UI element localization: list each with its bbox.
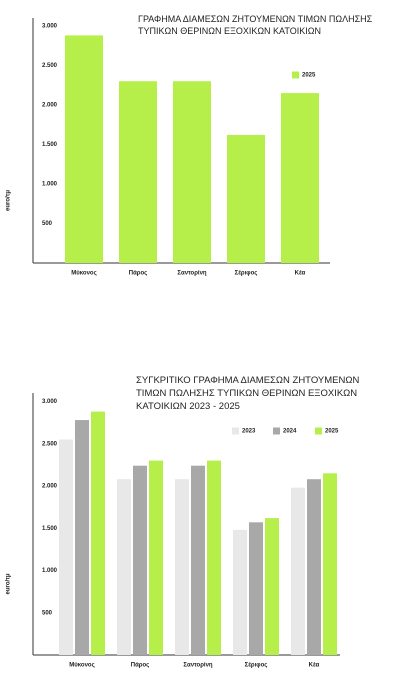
legend-swatch xyxy=(232,427,239,435)
y-tick-label: 2.000 xyxy=(42,484,58,490)
bar xyxy=(119,81,157,264)
y-tick-label: 1.000 xyxy=(42,182,58,188)
bar xyxy=(281,93,319,263)
x-tick-label: Πάρος xyxy=(129,271,148,277)
legend-label: 2023 xyxy=(242,429,256,435)
bar xyxy=(173,81,211,264)
bar xyxy=(75,420,89,655)
y-tick-label: 2.000 xyxy=(42,103,58,109)
bar xyxy=(207,460,221,655)
bar xyxy=(65,35,103,263)
chart-title: ΓΡΑΦΗΜΑ ΔΙΑΜΕΣΩΝ ΖΗΤΟΥΜΕΝΩΝ ΤΙΜΩΝ ΠΩΛΗΣΗ… xyxy=(138,14,373,36)
x-tick-label: Μύκονος xyxy=(71,271,96,277)
legend-swatch xyxy=(292,71,299,79)
x-tick-label: Σαντορίνη xyxy=(177,271,207,277)
y-tick-label: 1.500 xyxy=(42,526,58,532)
x-tick-label: Σέριφος xyxy=(235,271,258,277)
x-tick-label: Κέα xyxy=(309,663,320,669)
y-tick-label: 500 xyxy=(42,221,53,227)
bar xyxy=(249,522,263,655)
legend-label: 2025 xyxy=(325,429,339,435)
bar xyxy=(91,411,105,655)
y-tick-label: 3.000 xyxy=(42,23,58,29)
legend-swatch xyxy=(273,427,280,435)
y-tick-label: 1.500 xyxy=(42,142,58,148)
y-tick-label: 500 xyxy=(42,610,53,616)
legend-label: 2024 xyxy=(283,429,297,435)
bar xyxy=(307,479,321,655)
x-tick-label: Μύκονος xyxy=(69,663,94,669)
y-tick-label: 1.000 xyxy=(42,568,58,574)
y-tick-label: 2.500 xyxy=(42,63,58,69)
y-axis-label: euro/τμ xyxy=(6,573,12,594)
bar xyxy=(149,460,163,655)
x-tick-label: Σέριφος xyxy=(245,663,268,669)
bar xyxy=(175,479,189,655)
x-tick-label: Πάρος xyxy=(131,663,150,669)
x-tick-label: Σαντορίνη xyxy=(183,663,213,669)
legend-label: 2025 xyxy=(302,73,316,79)
bar xyxy=(233,529,247,655)
y-tick-label: 2.500 xyxy=(42,441,58,447)
chart-title: ΣΥΓΚΡΙΤΙΚΟ ΓΡΑΦΗΜΑ ΔΙΑΜΕΣΩΝ ΖΗΤΟΥΜΕΝΩΝ Τ… xyxy=(136,375,360,412)
bar xyxy=(265,518,279,655)
y-axis-label: euro/τμ xyxy=(6,190,12,211)
bar xyxy=(291,487,305,655)
bar xyxy=(117,479,131,655)
bar xyxy=(191,465,205,655)
bar xyxy=(227,134,265,263)
bar xyxy=(323,473,337,655)
bar xyxy=(133,465,147,655)
legend-swatch xyxy=(315,427,322,435)
y-tick-label: 3.000 xyxy=(42,399,58,405)
x-tick-label: Κέα xyxy=(295,271,306,277)
bar xyxy=(59,439,73,655)
